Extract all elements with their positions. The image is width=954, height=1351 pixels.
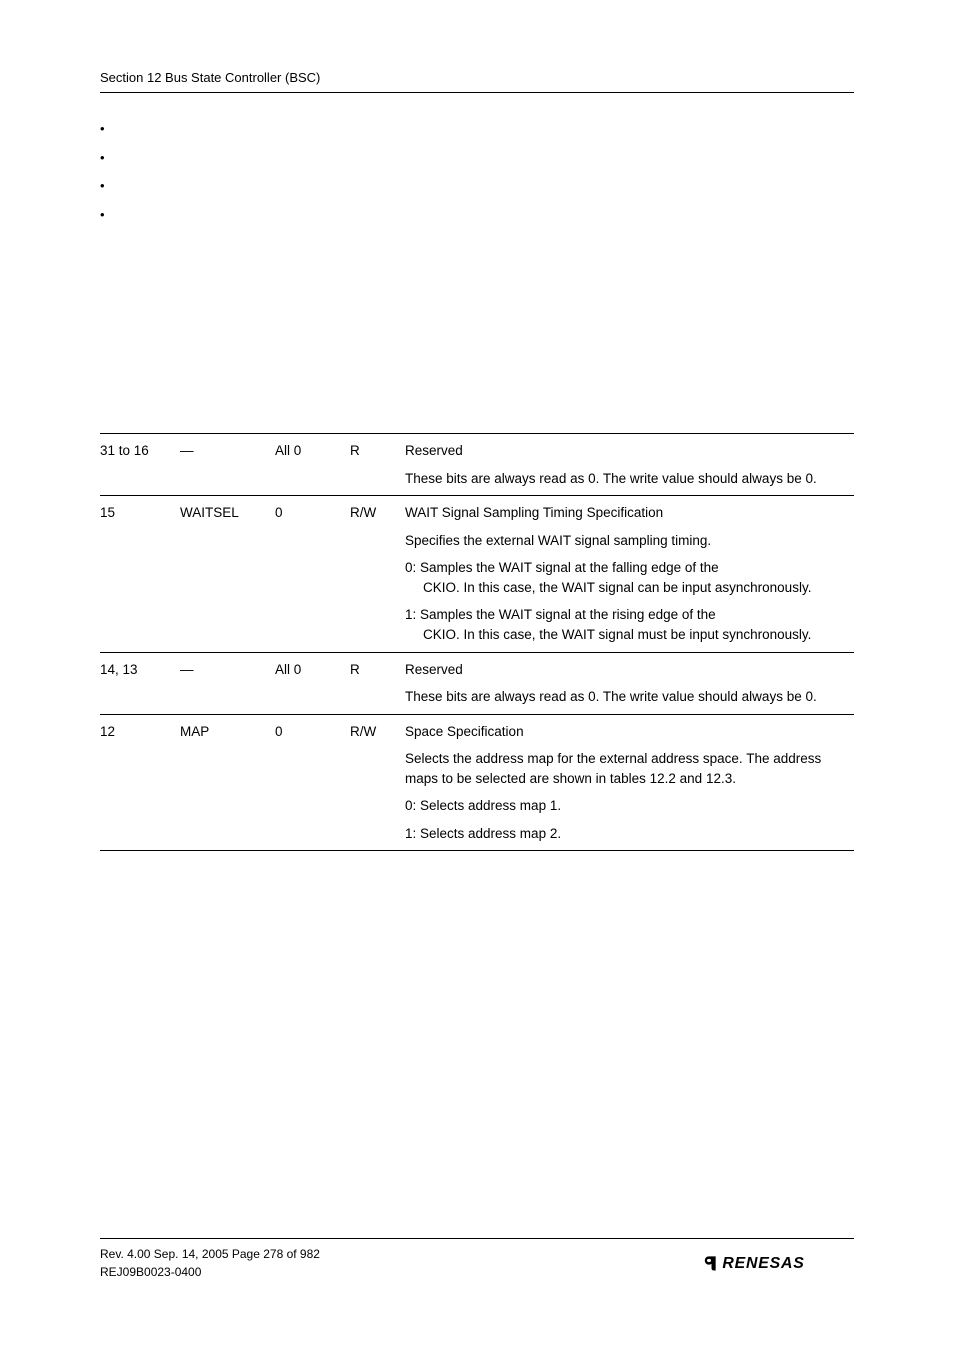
footer-text: Rev. 4.00 Sep. 14, 2005 Page 278 of 982 … xyxy=(100,1245,320,1281)
name-cell: MAP xyxy=(180,714,275,851)
header-rule xyxy=(100,92,854,93)
table-row: 15 WAITSEL 0 R/W WAIT Signal Sampling Ti… xyxy=(100,496,854,652)
name-cell: WAITSEL xyxy=(180,496,275,652)
desc-para: These bits are always read as 0. The wri… xyxy=(405,469,848,489)
desc-title: WAIT Signal Sampling Timing Specificatio… xyxy=(405,503,848,523)
section-title: Section 12 Bus State Controller (BSC) xyxy=(100,70,854,85)
name-cell: — xyxy=(180,652,275,714)
bit-cell: 12 xyxy=(100,714,180,851)
initial-cell: 0 xyxy=(275,496,350,652)
register-table-container: 31 to 16 — All 0 R Reserved These bits a… xyxy=(0,233,954,851)
desc-para: 1: Selects address map 2. xyxy=(405,824,848,844)
svg-text:RENESAS: RENESAS xyxy=(722,1255,804,1272)
table-row: 14, 13 — All 0 R Reserved These bits are… xyxy=(100,652,854,714)
table-end-rule xyxy=(100,851,854,852)
rw-cell: R/W xyxy=(350,714,405,851)
initial-cell: All 0 xyxy=(275,652,350,714)
desc-para: 0: Selects address map 1. xyxy=(405,796,848,816)
bit-cell: 31 to 16 xyxy=(100,434,180,496)
renesas-logo-icon: RENESAS xyxy=(704,1253,854,1273)
page-header: Section 12 Bus State Controller (BSC) xyxy=(0,0,954,101)
desc-cell: Reserved These bits are always read as 0… xyxy=(405,434,854,496)
rw-cell: R xyxy=(350,434,405,496)
bullet-item: • xyxy=(100,119,854,139)
desc-para: Selects the address map for the external… xyxy=(405,749,848,788)
bullet-item: • xyxy=(100,176,854,196)
opt-continuation: CKIO. In this case, the WAIT signal must… xyxy=(405,625,848,645)
desc-title: Reserved xyxy=(405,441,848,461)
footer-row: Rev. 4.00 Sep. 14, 2005 Page 278 of 982 … xyxy=(100,1245,854,1281)
opt-first-line: 1: Samples the WAIT signal at the rising… xyxy=(405,607,716,622)
desc-title: Reserved xyxy=(405,660,848,680)
footer-line2: REJ09B0023-0400 xyxy=(100,1263,320,1281)
bullet-list: • • • • xyxy=(0,101,954,224)
bit-cell: 14, 13 xyxy=(100,652,180,714)
bullet-item: • xyxy=(100,205,854,225)
bullet-item: • xyxy=(100,148,854,168)
rw-cell: R xyxy=(350,652,405,714)
desc-cell: Reserved These bits are always read as 0… xyxy=(405,652,854,714)
desc-para: These bits are always read as 0. The wri… xyxy=(405,687,848,707)
table-row: 12 MAP 0 R/W Space Specification Selects… xyxy=(100,714,854,851)
desc-option: 1: Samples the WAIT signal at the rising… xyxy=(405,605,848,644)
opt-first-line: 0: Samples the WAIT signal at the fallin… xyxy=(405,560,719,575)
opt-continuation: CKIO. In this case, the WAIT signal can … xyxy=(405,578,848,598)
desc-cell: WAIT Signal Sampling Timing Specificatio… xyxy=(405,496,854,652)
page-footer: Rev. 4.00 Sep. 14, 2005 Page 278 of 982 … xyxy=(100,1238,854,1281)
bit-cell: 15 xyxy=(100,496,180,652)
desc-title: Space Specification xyxy=(405,722,848,742)
register-table: 31 to 16 — All 0 R Reserved These bits a… xyxy=(100,433,854,851)
name-cell: — xyxy=(180,434,275,496)
desc-para: Specifies the external WAIT signal sampl… xyxy=(405,531,848,551)
table-row: 31 to 16 — All 0 R Reserved These bits a… xyxy=(100,434,854,496)
desc-cell: Space Specification Selects the address … xyxy=(405,714,854,851)
footer-line1: Rev. 4.00 Sep. 14, 2005 Page 278 of 982 xyxy=(100,1245,320,1263)
initial-cell: All 0 xyxy=(275,434,350,496)
footer-rule xyxy=(100,1238,854,1239)
rw-cell: R/W xyxy=(350,496,405,652)
desc-option: 0: Samples the WAIT signal at the fallin… xyxy=(405,558,848,597)
initial-cell: 0 xyxy=(275,714,350,851)
